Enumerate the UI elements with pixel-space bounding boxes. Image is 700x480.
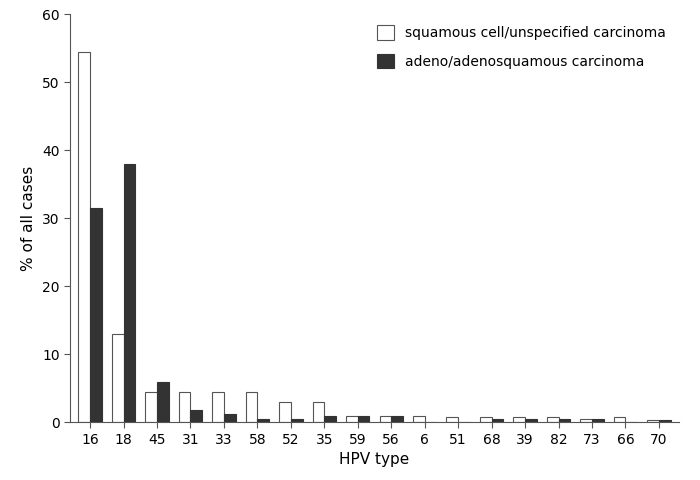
Bar (112, 334, 123, 422)
Bar (157, 382, 169, 422)
Bar (592, 419, 603, 422)
Bar (379, 416, 391, 422)
X-axis label: HPV type: HPV type (340, 452, 410, 468)
Bar (258, 419, 269, 422)
Bar (513, 417, 525, 422)
Bar (146, 392, 157, 422)
Bar (614, 417, 626, 422)
Bar (313, 402, 324, 422)
Bar (246, 392, 258, 422)
Bar (358, 416, 370, 422)
Bar (290, 419, 302, 422)
Bar (525, 419, 537, 422)
Bar (212, 392, 224, 422)
Bar (346, 416, 358, 422)
Bar (190, 410, 202, 422)
Bar (178, 392, 190, 422)
Bar (447, 417, 459, 422)
Bar (324, 416, 336, 422)
Bar (78, 52, 90, 422)
Bar (648, 420, 659, 422)
Bar (491, 419, 503, 422)
Bar (123, 164, 135, 422)
Y-axis label: % of all cases: % of all cases (22, 166, 36, 271)
Bar (391, 416, 403, 422)
Bar (90, 208, 101, 422)
Bar (580, 419, 592, 422)
Bar (413, 416, 425, 422)
Bar (547, 417, 559, 422)
Bar (559, 419, 570, 422)
Legend: squamous cell/unspecified carcinoma, adeno/adenosquamous carcinoma: squamous cell/unspecified carcinoma, ade… (377, 25, 666, 69)
Bar (224, 414, 236, 422)
Bar (279, 402, 290, 422)
Bar (480, 417, 491, 422)
Bar (659, 420, 671, 422)
